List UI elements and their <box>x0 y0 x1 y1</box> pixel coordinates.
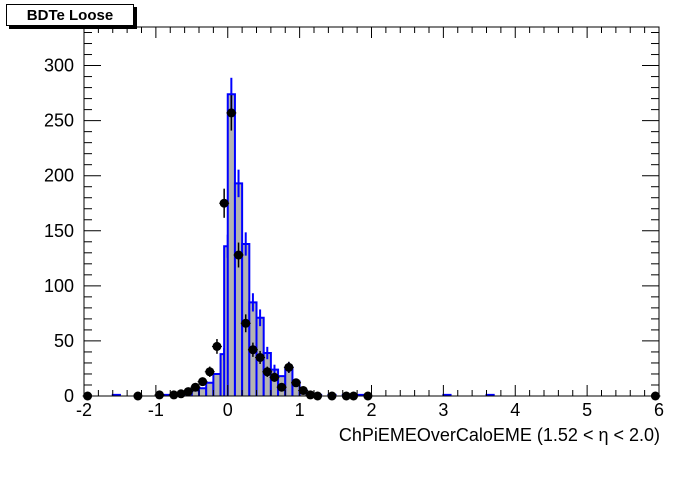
data-point <box>183 387 194 397</box>
data-points-series <box>82 95 661 401</box>
x-axis: -2 -1 0 1 2 3 4 5 6 <box>76 27 664 420</box>
x-tick-label: 6 <box>654 400 664 420</box>
y-tick-label: 100 <box>44 276 74 296</box>
data-point <box>132 391 143 401</box>
data-point <box>362 391 373 401</box>
data-point <box>197 377 208 387</box>
y-tick-label: 150 <box>44 221 74 241</box>
y-tick-label: 300 <box>44 56 74 76</box>
y-tick-label: 250 <box>44 111 74 131</box>
data-point <box>276 382 287 392</box>
data-point <box>312 391 323 401</box>
histogram-bin <box>205 381 215 396</box>
y-tick-label: 0 <box>64 386 74 406</box>
chart-title-box: BDTe Loose <box>6 4 134 26</box>
data-point <box>204 366 215 377</box>
histogram-bin <box>233 169 244 396</box>
histogram-bin <box>241 232 251 396</box>
y-tick-label: 200 <box>44 166 74 186</box>
data-point <box>255 350 266 364</box>
data-point <box>226 95 237 131</box>
data-point <box>154 390 165 400</box>
y-axis: 0 50 100 150 200 250 300 <box>44 32 659 406</box>
data-point <box>190 382 201 392</box>
data-point <box>269 372 280 382</box>
histogram-series <box>111 77 495 397</box>
histogram-bin <box>212 372 222 396</box>
data-point <box>82 391 93 401</box>
chart-title: BDTe Loose <box>26 7 114 24</box>
data-point <box>650 391 661 401</box>
data-point <box>219 188 230 218</box>
data-point <box>262 366 273 377</box>
histogram-bin <box>198 387 208 396</box>
data-point <box>291 378 302 388</box>
data-point <box>326 391 337 401</box>
data-point <box>298 385 309 395</box>
y-tick-label: 50 <box>54 331 74 351</box>
data-point <box>233 242 244 268</box>
x-tick-label: 5 <box>582 400 592 420</box>
data-point <box>247 342 258 357</box>
plot-frame <box>83 26 660 397</box>
x-tick-label: 3 <box>438 400 448 420</box>
x-tick-label: -2 <box>76 400 92 420</box>
data-point <box>211 339 222 354</box>
x-tick-label: 4 <box>510 400 520 420</box>
data-point <box>168 390 179 400</box>
x-tick-label: -1 <box>148 400 164 420</box>
data-point <box>240 314 251 333</box>
x-tick-label: 0 <box>223 400 233 420</box>
x-tick-label: 1 <box>295 400 305 420</box>
data-point <box>348 391 359 401</box>
data-point <box>283 361 294 373</box>
x-axis-label: ChPiEMEOverCaloEME (1.52 < η < 2.0) <box>339 425 660 445</box>
x-tick-label: 2 <box>366 400 376 420</box>
